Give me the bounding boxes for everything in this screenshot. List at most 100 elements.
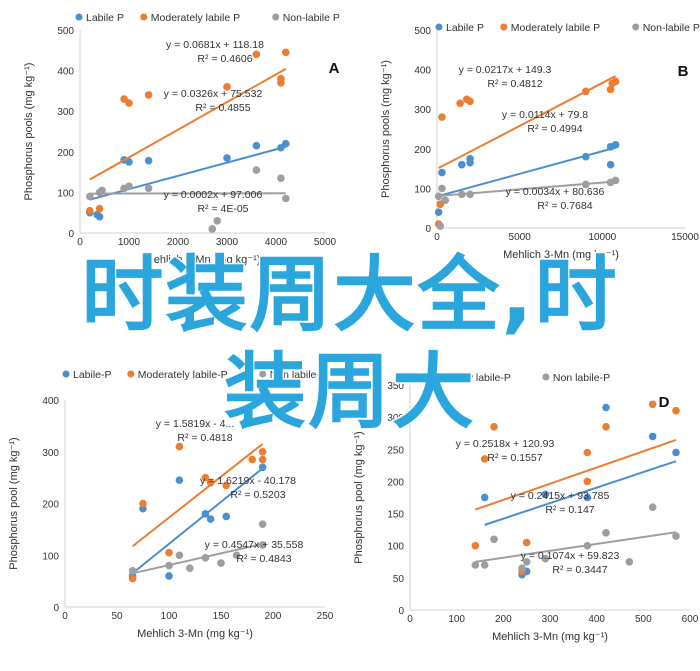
data-point-moderately [466,97,474,106]
x-tick-label: 2000 [167,237,190,248]
y-tick-label: 100 [57,188,74,199]
data-point-labile [648,432,657,441]
data-point-nonlabile [258,541,267,549]
data-point-nonlabile [213,217,221,225]
data-point-nonlabile [522,557,531,566]
data-point-nonlabile [165,561,173,570]
legend-label: Labile P [446,22,484,34]
data-point-moderately [490,422,498,431]
trendline-labile [131,467,264,575]
data-point-nonlabile [518,564,526,573]
y-tick-label: 500 [414,26,431,37]
data-point-moderately [480,455,489,463]
trend-equation: y = 0.2518x + 120.93 [456,438,555,450]
data-point-moderately [139,499,147,508]
x-tick-label: 10000 [588,232,616,243]
data-point-nonlabile [258,520,267,528]
data-point-moderately [86,206,94,215]
legend-marker [632,23,640,31]
data-point-nonlabile [466,190,474,199]
legend-marker [62,370,70,378]
trend-equation: y = 0.2415x + 93.785 [511,490,610,502]
data-point-labile [466,154,474,163]
data-point-moderately [606,85,615,94]
y-tick-label: 0 [68,229,74,240]
data-point-labile [458,160,466,169]
y-tick-label: 300 [387,413,404,424]
x-tick-label: 1000 [118,237,141,248]
data-point-nonlabile [480,561,489,569]
legend-label: Moderately labile-P [138,369,228,381]
data-point-moderately [258,447,267,456]
trend-equation: y = 1.6219x - 40.178 [200,475,296,487]
data-point-labile [175,476,184,485]
trend-equation: y = 0.0002x + 97.006 [164,189,263,201]
trendline-labile [484,460,677,526]
y-tick-label: 0 [53,603,59,614]
data-point-moderately [471,541,480,550]
data-point-moderately [277,74,285,83]
data-point-nonlabile [611,176,620,185]
trendline-nonlabile [475,531,677,563]
data-point-labile [541,490,550,499]
x-tick-label: 200 [265,611,282,622]
x-axis-title: Mehlich 3-Mn (mg kg⁻¹) [137,628,253,640]
legend-marker [127,370,135,378]
x-tick-label: 3000 [216,237,239,248]
y-tick-label: 350 [387,381,404,392]
data-point-nonlabile [98,186,106,195]
data-point-moderately [144,91,153,99]
x-tick-label: 500 [635,614,652,625]
legend-label: Non labile-P [553,372,610,384]
y-tick-label: 250 [387,445,404,456]
x-axis-title: Mehlich 3-Mn (mg kg⁻¹) [145,254,261,266]
trend-equation: y = 0.0034x + 80.636 [506,186,605,198]
x-tick-label: 100 [448,614,465,625]
x-tick-label: 0 [407,614,413,625]
x-tick-label: 5000 [509,232,532,243]
y-tick-label: 100 [42,551,59,562]
trend-equation: y = 0.0681x + 118.18 [166,39,264,51]
chart-panel-c: 0 50 100 150 200 250 0 100 200 300 400 Mehlich 3-Mn… [8,369,334,640]
data-point-nonlabile [277,174,285,182]
data-point-moderately [438,113,446,121]
data-point-nonlabile [672,532,680,540]
legend-marker [140,13,148,21]
data-point-labile [222,512,230,521]
data-point-moderately [648,400,657,409]
data-point-labile [434,208,443,216]
y-tick-label: 0 [398,606,404,617]
data-point-nonlabile [441,196,450,205]
y-tick-label: 500 [57,26,74,37]
y-tick-label: 50 [393,574,405,585]
data-point-nonlabile [175,551,184,560]
data-point-moderately [223,83,231,91]
trendline-moderately [89,68,287,181]
data-point-labile [206,515,215,523]
panel-letter: A [329,60,340,77]
chart-panel-b: 0 5000 10000 15000 0 100 200 300 400 500 Mehlich 3… [380,22,700,261]
y-tick-label: 200 [57,148,74,159]
data-point-labile [258,463,267,472]
y-tick-label: 400 [42,396,59,407]
data-point-labile [480,493,489,502]
y-tick-label: 200 [414,145,431,156]
legend-marker [542,373,550,381]
x-tick-label: 0 [77,237,83,248]
y-tick-label: 400 [57,67,74,78]
y-tick-label: 200 [387,477,404,488]
data-point-nonlabile [252,166,261,174]
legend-label: Non-labile P [643,22,700,34]
trend-r-squared: R² = 0.4606 [197,53,252,65]
legend-label: Labile-P [73,369,112,381]
data-point-nonlabile [125,182,133,191]
data-point-labile [606,160,615,169]
x-tick-label: 0 [62,611,68,622]
data-point-moderately [611,77,620,86]
legend-label: Moderately labile P [511,22,600,34]
trend-r-squared: R² = 0.4994 [527,123,582,135]
data-point-labile [282,139,290,148]
data-point-nonlabile [582,180,590,189]
data-point-moderately [165,548,173,557]
